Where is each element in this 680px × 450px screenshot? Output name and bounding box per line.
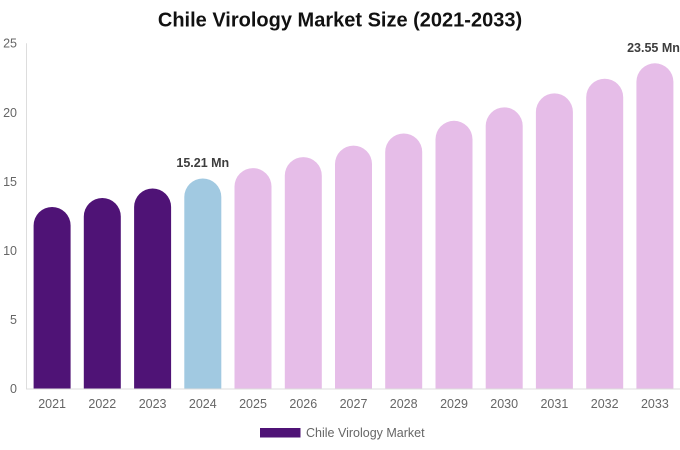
- svg-text:10: 10: [3, 244, 17, 258]
- svg-text:15.21 Mn: 15.21 Mn: [176, 156, 229, 170]
- svg-text:25: 25: [3, 37, 17, 51]
- svg-text:2032: 2032: [591, 397, 619, 411]
- svg-text:2021: 2021: [38, 397, 66, 411]
- svg-text:2029: 2029: [440, 397, 468, 411]
- svg-text:2025: 2025: [239, 397, 267, 411]
- svg-text:23.55 Mn: 23.55 Mn: [627, 41, 680, 55]
- svg-text:15: 15: [3, 175, 17, 189]
- svg-text:2028: 2028: [390, 397, 418, 411]
- svg-text:2023: 2023: [139, 397, 167, 411]
- svg-text:2024: 2024: [189, 397, 217, 411]
- svg-text:5: 5: [10, 313, 17, 327]
- svg-text:2030: 2030: [490, 397, 518, 411]
- svg-text:2031: 2031: [540, 397, 568, 411]
- svg-text:Chile Virology Market Size (20: Chile Virology Market Size (2021-2033): [158, 10, 522, 32]
- svg-text:2026: 2026: [289, 397, 317, 411]
- svg-text:0: 0: [10, 382, 17, 396]
- svg-text:2022: 2022: [88, 397, 116, 411]
- svg-text:2033: 2033: [641, 397, 669, 411]
- svg-text:Chile Virology Market: Chile Virology Market: [306, 426, 425, 440]
- svg-text:2027: 2027: [340, 397, 368, 411]
- svg-text:20: 20: [3, 106, 17, 120]
